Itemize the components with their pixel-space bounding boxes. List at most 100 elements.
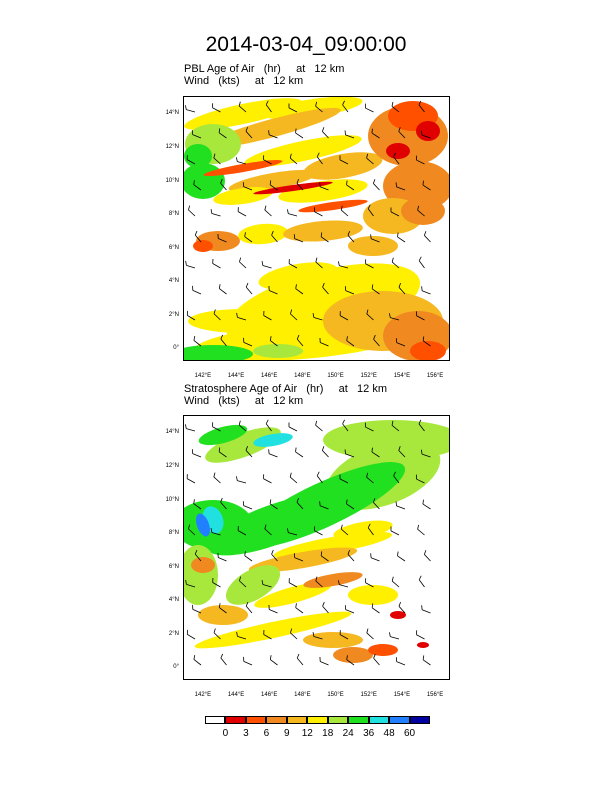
wind-barb xyxy=(421,130,431,139)
wind-barb xyxy=(342,100,349,113)
wind-barb xyxy=(315,257,323,269)
pbl-age-contour xyxy=(184,144,212,168)
wind-barb xyxy=(391,576,400,588)
wind-barb xyxy=(390,207,400,217)
wind-barb xyxy=(238,420,247,432)
wind-barb xyxy=(244,232,253,243)
lon-tick-label: 156°E xyxy=(426,692,444,698)
pbl-age-contour xyxy=(203,160,283,176)
wind-barb xyxy=(370,553,380,562)
wind-barb xyxy=(295,447,304,458)
strat-age-contour xyxy=(198,605,248,625)
wind-barb xyxy=(289,472,298,484)
wind-barb xyxy=(366,628,374,640)
strat-age-contour xyxy=(417,642,429,648)
wind-barb xyxy=(289,153,298,165)
wind-barb xyxy=(237,207,247,217)
wind-barb xyxy=(421,605,431,614)
wind-barb xyxy=(218,603,227,614)
wind-barb xyxy=(364,422,374,432)
colorbar-swatch xyxy=(368,716,390,724)
wind-barb xyxy=(372,179,380,191)
wind-barb xyxy=(185,260,196,269)
lon-tick-label: 156°E xyxy=(426,373,444,379)
wind-barb xyxy=(236,157,247,165)
wind-barb xyxy=(312,313,323,321)
wind-barb xyxy=(287,528,298,536)
wind-barb xyxy=(186,310,196,321)
wind-barb xyxy=(268,130,278,139)
lon-tick-label: 146°E xyxy=(261,692,278,698)
main-title: 2014-03-04_09:00:00 xyxy=(205,33,407,56)
strat-age-contour xyxy=(348,585,398,605)
strat-age-contour xyxy=(253,433,293,447)
colorbar-swatch xyxy=(266,716,287,724)
wind-barb xyxy=(269,655,278,666)
panel2-title-line2: Wind (kts) at 12 km xyxy=(184,395,304,407)
lon-tick-label: 152°E xyxy=(360,373,377,379)
wind-barb xyxy=(236,631,247,640)
wind-barb xyxy=(340,524,349,536)
pbl-age-contour xyxy=(416,121,440,141)
wind-barb xyxy=(423,550,431,562)
wind-barb xyxy=(344,286,355,295)
wind-barb xyxy=(191,449,202,458)
pbl-age-contour xyxy=(410,341,446,361)
wind-barb xyxy=(319,656,329,666)
wind-barb xyxy=(391,420,400,432)
wind-barb xyxy=(217,552,227,562)
wind-barb xyxy=(390,526,400,536)
wind-barb xyxy=(316,152,323,165)
wind-barb xyxy=(264,524,272,536)
wind-barb xyxy=(268,285,278,295)
wind-barb xyxy=(371,603,380,614)
lat-tick-label: 8°N xyxy=(168,530,179,537)
colorbar xyxy=(205,716,430,724)
wind-barb xyxy=(417,524,425,536)
wind-barb xyxy=(367,204,374,217)
wind-barb xyxy=(422,336,431,347)
wind-barb xyxy=(373,334,380,347)
wind-barb xyxy=(290,628,298,640)
lat-tick-label: 4°N xyxy=(168,278,179,285)
pbl-age-contour xyxy=(253,344,303,358)
wind-barb xyxy=(312,632,323,640)
wind-barb xyxy=(393,152,400,165)
pbl-age-contour xyxy=(183,163,225,199)
map-frame xyxy=(183,415,450,680)
wind-barb xyxy=(192,285,202,295)
wind-barb xyxy=(271,230,278,243)
map-frame xyxy=(183,96,450,361)
strat-age-contour xyxy=(273,531,393,559)
wind-barb xyxy=(322,282,329,295)
pbl-age-contour xyxy=(193,240,213,252)
colorbar-label: 24 xyxy=(342,728,354,739)
wind-barb xyxy=(339,155,349,165)
strat-age-contour xyxy=(248,547,358,573)
wind-barb xyxy=(186,155,196,165)
wind-barb xyxy=(395,501,406,510)
lon-tick-label: 144°E xyxy=(227,373,245,379)
pbl-age-contour xyxy=(263,96,363,120)
lat-tick-label: 2°N xyxy=(168,311,179,318)
wind-barb xyxy=(370,234,380,243)
wind-barb xyxy=(338,580,349,588)
wind-barb xyxy=(339,630,349,640)
wind-barb xyxy=(185,424,196,432)
wind-barb xyxy=(346,499,355,510)
wind-barb xyxy=(269,336,278,347)
wind-barb xyxy=(344,605,355,614)
wind-barb xyxy=(263,630,272,640)
colorbar-label: 36 xyxy=(363,728,375,739)
colorbar-swatch xyxy=(205,716,226,724)
pbl-age-contour xyxy=(244,135,362,167)
wind-barb xyxy=(269,499,278,510)
wind-barb xyxy=(194,549,202,562)
lon-tick-label: 150°E xyxy=(327,373,344,379)
wind-barb xyxy=(185,579,196,588)
wind-barb xyxy=(342,419,349,432)
colorbar-swatch xyxy=(245,716,267,724)
wind-barb xyxy=(193,499,202,510)
wind-barb xyxy=(316,471,323,484)
lon-tick-label: 154°E xyxy=(393,692,411,698)
